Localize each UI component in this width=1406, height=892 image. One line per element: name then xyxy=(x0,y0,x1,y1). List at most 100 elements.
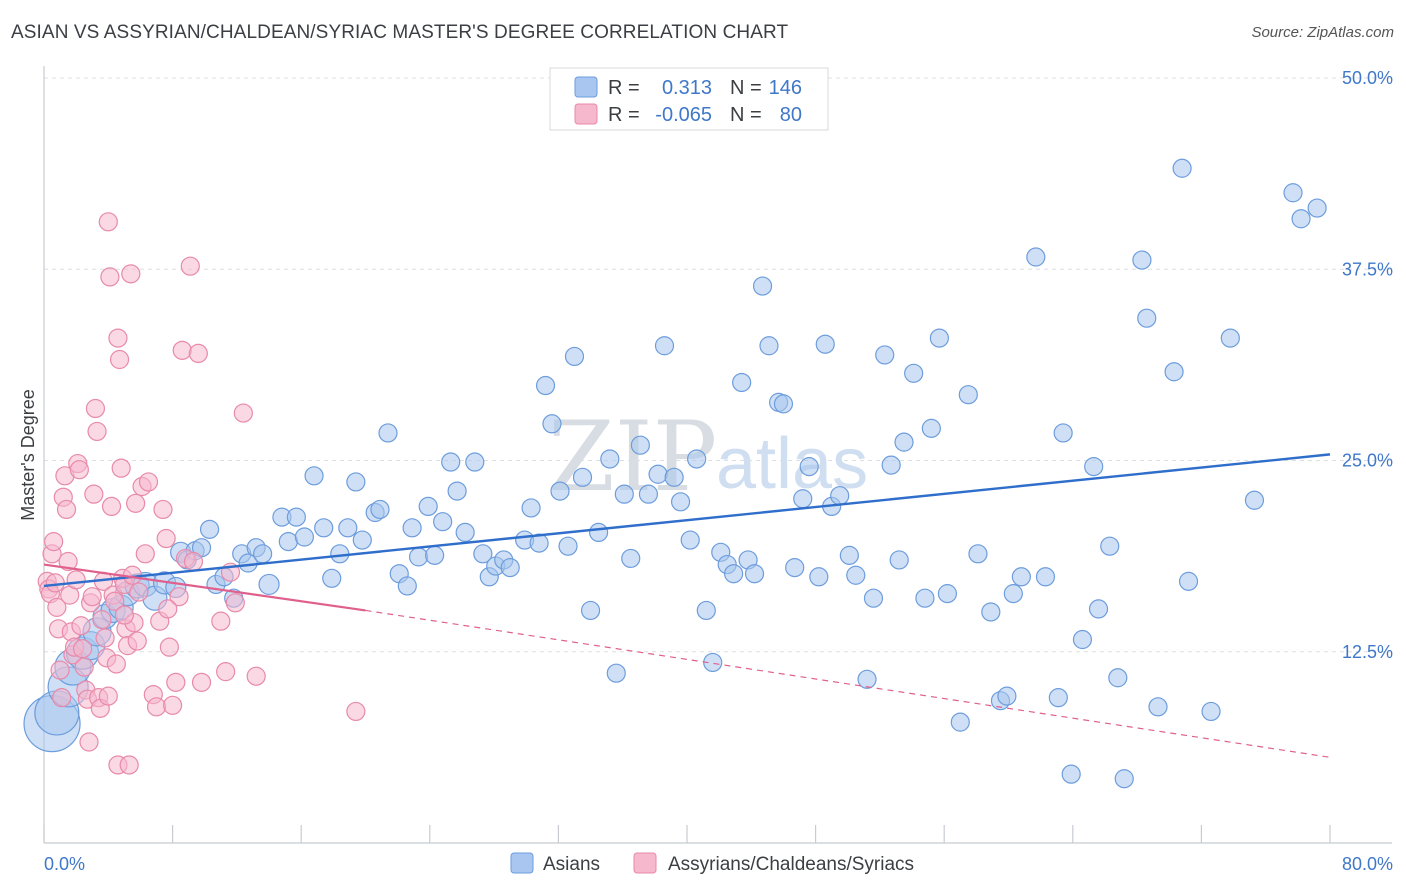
assyrians-point xyxy=(346,701,366,722)
asians-point xyxy=(958,385,978,405)
assyrians-point xyxy=(85,398,106,419)
asians-point xyxy=(402,518,422,538)
legend-r-value-asians: 0.313 xyxy=(662,77,712,99)
asians-point xyxy=(696,600,716,621)
asians-point xyxy=(732,372,752,393)
trend-line-assyrians xyxy=(43,563,366,612)
asians-point xyxy=(1283,183,1303,203)
assyrians-point xyxy=(233,403,253,423)
asians-point xyxy=(1220,328,1240,348)
assyrians-point xyxy=(108,328,128,348)
asians-point xyxy=(664,467,684,487)
asians-point xyxy=(1114,769,1134,789)
chart-title: ASIAN VS ASSYRIAN/CHALDEAN/SYRIAC MASTER… xyxy=(11,22,789,43)
series-asians xyxy=(23,158,1327,789)
asians-point xyxy=(258,573,280,596)
asians-point xyxy=(199,519,220,539)
assyrians-point xyxy=(47,597,67,617)
assyrians-point xyxy=(74,657,94,677)
asians-point xyxy=(600,449,620,469)
assyrians-point xyxy=(188,343,208,363)
assyrians-point xyxy=(129,582,149,602)
asians-point xyxy=(1035,567,1056,587)
legend-swatch-assyrians xyxy=(574,103,598,125)
asians-point xyxy=(314,518,334,538)
asians-point xyxy=(638,484,659,504)
assyrians-point xyxy=(100,267,120,287)
assyrians-point xyxy=(69,460,89,480)
y-tick-label: 12.5% xyxy=(1342,642,1393,662)
assyrians-point xyxy=(52,688,72,708)
asians-point xyxy=(1084,457,1104,477)
asians-point xyxy=(588,522,609,543)
asians-point xyxy=(447,481,467,501)
legend-r-value-assyrians: -0.065 xyxy=(655,104,712,126)
assyrians-point xyxy=(105,591,125,611)
assyrians-point xyxy=(127,631,147,651)
assyrians-point xyxy=(101,496,122,516)
asians-point xyxy=(408,547,429,567)
assyrians-point xyxy=(191,672,212,692)
assyrians-point xyxy=(79,732,99,752)
asians-point xyxy=(294,527,315,547)
asians-point xyxy=(904,363,924,383)
legend-n-value-assyrians: 80 xyxy=(780,104,802,126)
asians-point xyxy=(937,584,958,604)
trend-lines xyxy=(43,453,1331,758)
assyrians-point xyxy=(138,472,159,492)
asians-point xyxy=(1307,198,1327,218)
asians-point xyxy=(799,457,819,477)
asians-point xyxy=(621,548,641,569)
asians-point xyxy=(441,452,461,472)
asians-point xyxy=(929,328,949,348)
asians-point xyxy=(346,472,366,492)
bottom-legend-label-asians: Asians xyxy=(543,854,600,875)
assyrians-point xyxy=(216,662,236,682)
asians-point xyxy=(894,432,914,452)
legend-n-label-assyrians: N = xyxy=(730,104,762,126)
asians-point xyxy=(304,466,324,486)
assyrians-point xyxy=(50,660,70,680)
asians-point xyxy=(286,507,306,527)
asians-point xyxy=(815,334,835,354)
assyrians-point xyxy=(166,672,186,692)
asians-point xyxy=(654,336,675,356)
asians-point xyxy=(330,544,350,564)
asians-point xyxy=(1072,629,1093,650)
assyrians-point xyxy=(246,666,266,686)
assyrians-point xyxy=(106,654,126,674)
assyrians-point xyxy=(225,593,245,613)
bottom-legend-label-assyrians: Assyrians/Chaldeans/Syriacs xyxy=(668,854,914,875)
bottom-legend-swatch-asians xyxy=(510,852,534,874)
assyrians-point xyxy=(66,570,86,590)
x-tick-label-min: 0.0% xyxy=(44,854,85,874)
asians-point xyxy=(793,489,813,509)
asians-point xyxy=(542,414,562,434)
asians-point xyxy=(397,576,417,596)
asians-point xyxy=(981,602,1001,622)
assyrians-point xyxy=(44,531,64,552)
asians-point xyxy=(473,544,493,564)
asians-point xyxy=(687,449,707,469)
legend-r-label-assyrians: R = xyxy=(608,104,640,126)
stats-legend: R = 0.313 N = 146 R = -0.065 N = 80 xyxy=(549,67,829,131)
asians-point xyxy=(1108,668,1128,688)
assyrians-point xyxy=(159,637,179,657)
asians-point xyxy=(558,536,578,556)
asians-point xyxy=(921,418,941,438)
assyrians-point xyxy=(56,499,77,520)
asians-point xyxy=(1164,362,1184,382)
asians-point xyxy=(759,336,779,356)
assyrians-point xyxy=(153,499,173,520)
asians-point xyxy=(648,464,668,484)
asians-point xyxy=(253,544,273,564)
asians-point xyxy=(550,481,570,501)
asians-point xyxy=(378,423,398,443)
asians-point xyxy=(564,346,585,367)
source-label: Source: ZipAtlas.com xyxy=(1251,24,1394,41)
assyrians-point xyxy=(95,628,115,648)
asians-point xyxy=(950,712,970,732)
asians-point xyxy=(322,568,342,588)
asians-point xyxy=(724,564,744,584)
